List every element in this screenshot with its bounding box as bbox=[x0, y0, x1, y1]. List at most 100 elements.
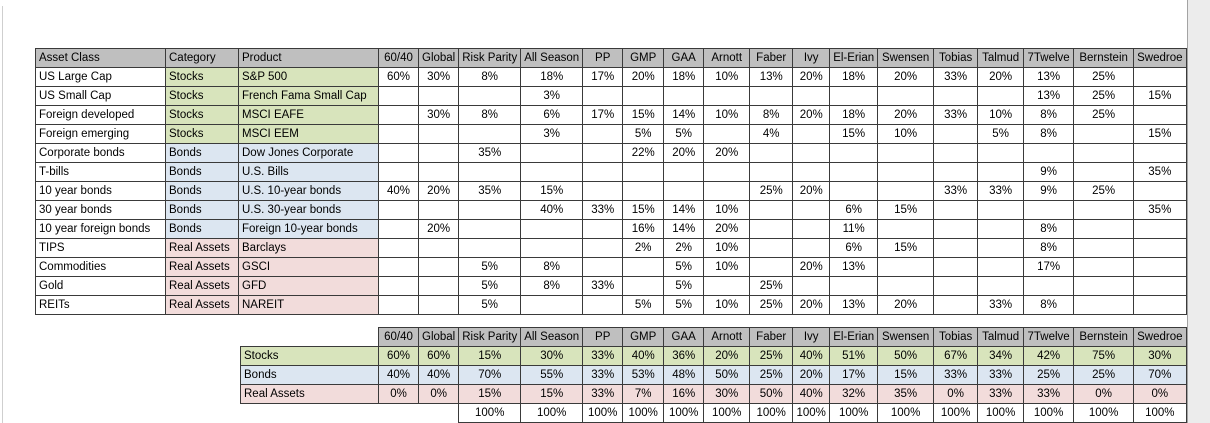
allocation-cell-swedroe bbox=[1133, 181, 1187, 201]
asset-class-cell: TIPS bbox=[35, 238, 166, 258]
summary-cell-all-season: 30% bbox=[520, 346, 584, 366]
allocation-cell-faber: 25% bbox=[749, 181, 794, 201]
column-header-faber: Faber bbox=[749, 48, 794, 68]
summary-column-header-ivy: Ivy bbox=[792, 327, 831, 347]
allocation-cell-faber: 13% bbox=[749, 67, 794, 87]
total-cell-risk-parity: 100% bbox=[458, 403, 522, 423]
summary-cell-talmud: 33% bbox=[977, 365, 1025, 385]
allocation-cell-60-40 bbox=[378, 200, 419, 220]
allocation-cell-pp bbox=[582, 181, 624, 201]
allocation-row-10-year-foreign-bonds: 10 year foreign bonds Bonds Foreign 10-yea… bbox=[35, 219, 1187, 239]
summary-cell-tobias: 0% bbox=[933, 384, 979, 404]
column-header-global: Global bbox=[417, 48, 460, 68]
allocation-cell-bernstein bbox=[1073, 295, 1135, 315]
allocation-table-body: Asset Class Category Product 60/40 Global Ris… bbox=[35, 48, 1187, 315]
allocation-cell-risk-parity bbox=[458, 162, 522, 182]
allocation-cell-tobias bbox=[933, 238, 979, 258]
summary-cell-global: 40% bbox=[417, 365, 460, 385]
allocation-cell-tobias bbox=[933, 86, 979, 106]
allocation-cell-bernstein bbox=[1073, 124, 1135, 144]
summary-column-header-pp: PP bbox=[582, 327, 624, 347]
summary-cell-pp: 33% bbox=[582, 365, 624, 385]
category-cell: Stocks bbox=[165, 86, 239, 106]
allocation-cell-ivy bbox=[792, 124, 831, 144]
allocation-cell-60-40 bbox=[378, 295, 419, 315]
summary-cell-gaa: 36% bbox=[663, 346, 705, 366]
column-header-risk-parity: Risk Parity bbox=[458, 48, 522, 68]
allocation-cell-swensen: 20% bbox=[877, 295, 935, 315]
allocation-cell-global: 20% bbox=[417, 181, 460, 201]
allocation-cell-swensen: 10% bbox=[877, 124, 935, 144]
allocation-cell-pp bbox=[582, 257, 624, 277]
column-header-swensen: Swensen bbox=[877, 48, 935, 68]
allocation-cell-tobias: 33% bbox=[933, 105, 979, 125]
allocation-cell-swedroe bbox=[1133, 276, 1187, 296]
summary-cell-pp: 33% bbox=[582, 384, 624, 404]
allocation-cell-arnott bbox=[703, 276, 751, 296]
allocation-cell-ivy bbox=[792, 143, 831, 163]
allocation-cell-global bbox=[417, 86, 460, 106]
allocation-cell-gaa: 20% bbox=[663, 143, 705, 163]
allocation-cell-swedroe: 35% bbox=[1133, 162, 1187, 182]
total-cell-el-erian: 100% bbox=[829, 403, 879, 423]
summary-row-bonds: Bonds 40% 40% 70% 55% 33% 53% 48% 50% 25% 20% 17% 15… bbox=[240, 365, 1187, 385]
allocation-cell-gaa bbox=[663, 86, 705, 106]
allocation-cell-global bbox=[417, 162, 460, 182]
allocation-cell-gaa bbox=[663, 162, 705, 182]
summary-column-header-bernstein: Bernstein bbox=[1073, 327, 1135, 347]
allocation-cell-60-40 bbox=[378, 219, 419, 239]
total-cell-global bbox=[419, 404, 459, 423]
allocation-cell-all-season bbox=[520, 162, 584, 182]
column-header-ivy: Ivy bbox=[792, 48, 831, 68]
allocation-cell-bernstein bbox=[1073, 276, 1135, 296]
allocation-cell-pp: 33% bbox=[582, 276, 624, 296]
allocation-cell-risk-parity: 5% bbox=[458, 295, 522, 315]
allocation-cell-el-erian: 18% bbox=[829, 67, 879, 87]
allocation-cell-arnott: 10% bbox=[703, 257, 751, 277]
allocation-cell-global bbox=[417, 143, 460, 163]
allocation-cell-talmud: 33% bbox=[977, 181, 1025, 201]
allocation-cell-7twelve: 9% bbox=[1023, 162, 1075, 182]
allocation-cell-el-erian: 11% bbox=[829, 219, 879, 239]
summary-cell-faber: 25% bbox=[749, 346, 794, 366]
summary-cell-swensen: 50% bbox=[877, 346, 935, 366]
allocation-cell-pp bbox=[582, 219, 624, 239]
summary-column-header-swensen: Swensen bbox=[877, 327, 935, 347]
category-cell: Real Assets bbox=[165, 295, 239, 315]
allocation-cell-talmud bbox=[977, 257, 1025, 277]
column-header-pp: PP bbox=[582, 48, 624, 68]
allocation-cell-gmp bbox=[622, 257, 665, 277]
allocation-cell-7twelve bbox=[1023, 276, 1075, 296]
allocation-cell-ivy bbox=[792, 162, 831, 182]
allocation-cell-60-40 bbox=[378, 105, 419, 125]
allocation-row-t-bills: T-bills Bonds U.S. Bills 9% 35% bbox=[35, 162, 1187, 182]
category-cell: Stocks bbox=[165, 124, 239, 144]
allocation-cell-ivy: 20% bbox=[792, 295, 831, 315]
summary-cell-talmud: 34% bbox=[977, 346, 1025, 366]
summary-cell-ivy: 40% bbox=[792, 346, 831, 366]
summary-cell-arnott: 20% bbox=[703, 346, 751, 366]
allocation-cell-all-season: 3% bbox=[520, 86, 584, 106]
category-cell: Bonds bbox=[165, 162, 239, 182]
allocation-cell-pp: 33% bbox=[582, 200, 624, 220]
allocation-cell-gaa: 18% bbox=[663, 67, 705, 87]
page-left-border bbox=[2, 6, 3, 423]
allocation-cell-gmp bbox=[622, 276, 665, 296]
summary-cell-swedroe: 30% bbox=[1133, 346, 1187, 366]
allocation-cell-talmud bbox=[977, 238, 1025, 258]
allocation-cell-risk-parity: 35% bbox=[458, 143, 522, 163]
allocation-cell-7twelve: 8% bbox=[1023, 124, 1075, 144]
allocation-cell-talmud: 10% bbox=[977, 105, 1025, 125]
summary-cell-gaa: 48% bbox=[663, 365, 705, 385]
summary-column-header-swedroe: Swedroe bbox=[1133, 327, 1187, 347]
asset-class-cell: Gold bbox=[35, 276, 166, 296]
summary-row-stocks: Stocks 60% 60% 15% 30% 33% 40% 36% 20% 25% 40% 51% 5… bbox=[240, 346, 1187, 366]
summary-cell-swedroe: 0% bbox=[1133, 384, 1187, 404]
product-cell: Foreign 10-year bonds bbox=[238, 219, 379, 239]
column-header-talmud: Talmud bbox=[977, 48, 1025, 68]
allocation-cell-bernstein bbox=[1073, 257, 1135, 277]
allocation-cell-60-40 bbox=[378, 143, 419, 163]
column-header-arnott: Arnott bbox=[703, 48, 751, 68]
allocation-cell-tobias bbox=[933, 295, 979, 315]
allocation-cell-bernstein: 25% bbox=[1073, 86, 1135, 106]
